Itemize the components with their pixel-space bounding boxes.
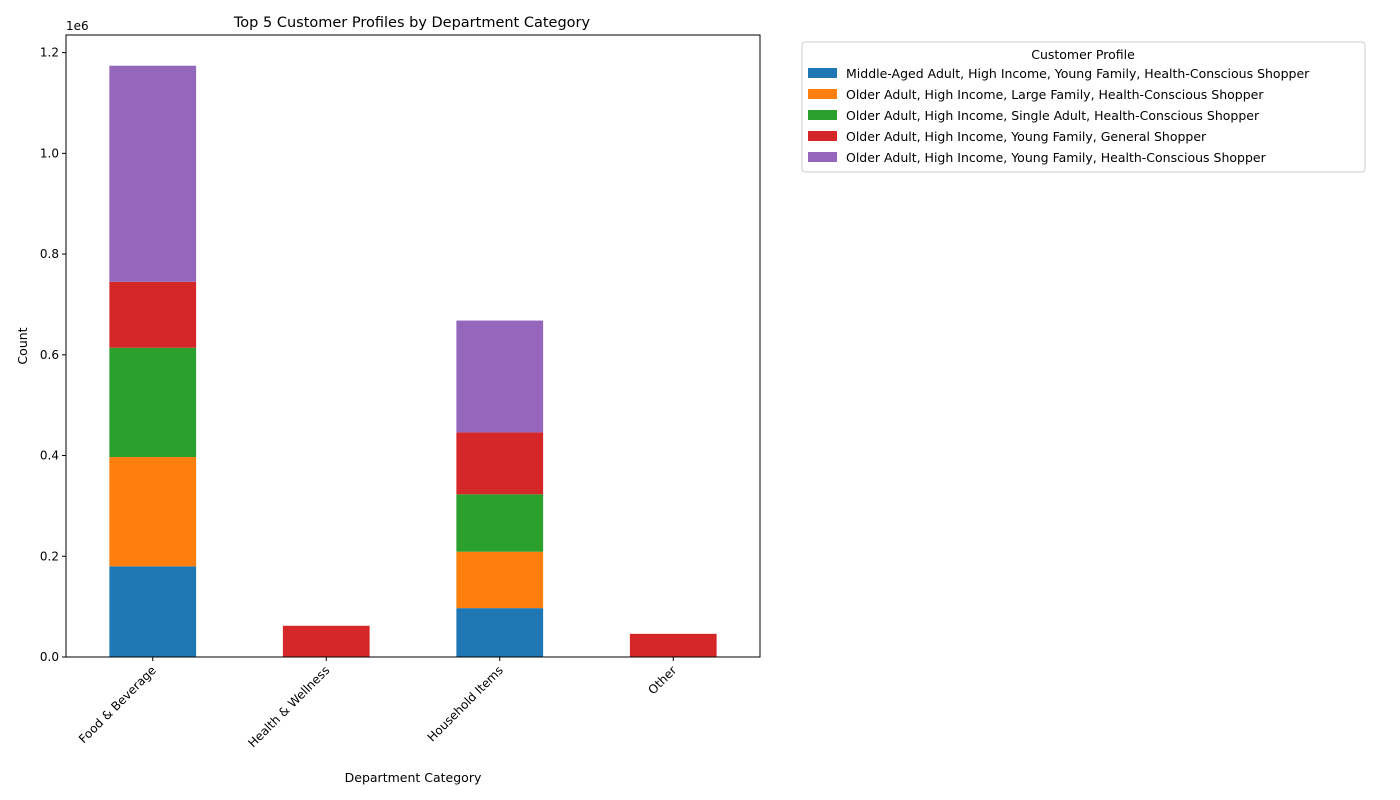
bar-segment	[456, 320, 544, 433]
plot-frame	[65, 34, 761, 658]
y-axis-label: Count	[15, 327, 30, 364]
legend-entry-label: Older Adult, High Income, Single Adult, …	[846, 108, 1260, 123]
legend: Customer Profile Middle-Aged Adult, High…	[801, 41, 1366, 173]
bar-segment	[456, 608, 544, 657]
legend-swatch	[808, 89, 837, 99]
bar-segment	[456, 551, 544, 609]
x-tick-label: Food & Beverage	[76, 663, 159, 746]
y-tick-label: 0.6	[40, 348, 59, 362]
x-tick-label: Health & Wellness	[245, 663, 332, 750]
legend-swatch	[808, 131, 837, 141]
legend-entry-label: Older Adult, High Income, Large Family, …	[846, 87, 1264, 102]
legend-title: Customer Profile	[1031, 47, 1135, 62]
x-tick-label: Other	[645, 663, 679, 697]
y-tick-label: 1.2	[40, 46, 59, 60]
bar-segment	[282, 625, 370, 657]
legend-entry-label: Older Adult, High Income, Young Family, …	[846, 150, 1267, 165]
y-tick-label: 1.0	[40, 146, 59, 160]
y-tick-label: 0.4	[40, 449, 59, 463]
bar-segment	[109, 65, 197, 282]
legend-swatch	[808, 152, 837, 162]
y-axis-scale-label: 1e6	[66, 19, 89, 33]
chart-title: Top 5 Customer Profiles by Department Ca…	[233, 15, 591, 31]
bar-segment	[456, 494, 544, 552]
legend-entry-label: Middle-Aged Adult, High Income, Young Fa…	[846, 66, 1310, 81]
legend-entry-label: Older Adult, High Income, Young Family, …	[846, 129, 1207, 144]
bar-segment	[109, 281, 197, 348]
y-tick-label: 0.8	[40, 247, 59, 261]
bar-segment	[629, 633, 717, 657]
x-tick-label: Household Items	[425, 663, 506, 744]
bar-segment	[109, 347, 197, 458]
x-axis-label: Department Category	[345, 770, 482, 785]
plot-area: 0.0 0.2 0.4 0.6 0.8 1.0 1.2 Food & Beverage Heal…	[40, 34, 761, 750]
legend-swatch	[808, 110, 837, 120]
bar-segment	[109, 457, 197, 567]
legend-frame	[801, 41, 1366, 173]
bar-segment	[456, 432, 544, 495]
bar-segment	[109, 566, 197, 657]
y-tick-label: 0.0	[40, 650, 59, 664]
legend-swatch	[808, 68, 837, 78]
y-tick-label: 0.2	[40, 549, 59, 563]
